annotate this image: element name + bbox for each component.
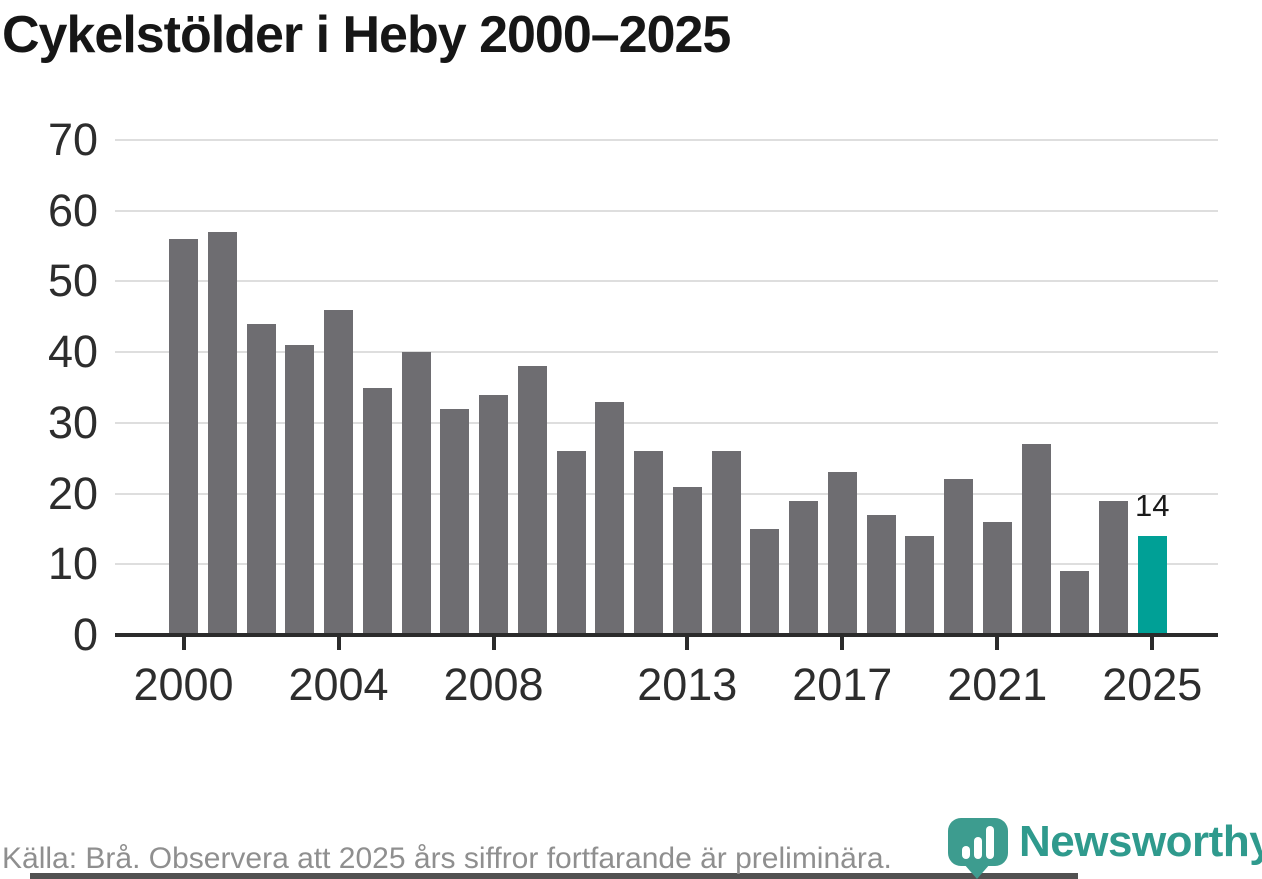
bar-2008	[479, 394, 508, 635]
y-axis-label-10: 10	[47, 538, 98, 590]
icon-bar-short	[962, 846, 970, 859]
gridline-y30	[115, 421, 1218, 424]
gridline-y60	[115, 209, 1218, 212]
bar-2000	[169, 239, 198, 635]
bar-2006	[401, 352, 431, 635]
bar-chart-pin-icon	[948, 818, 1008, 866]
gridline-y20	[115, 492, 1218, 495]
bar-2014	[711, 451, 741, 635]
y-axis-label-60: 60	[47, 184, 98, 236]
bar-2016	[789, 500, 818, 635]
bar-2020	[944, 479, 973, 635]
source-note: Källa: Brå. Observera att 2025 års siffr…	[2, 842, 892, 875]
bar-2025	[1137, 536, 1167, 635]
logo-wordmark: Newsworthy	[1019, 817, 1262, 866]
y-axis-label-30: 30	[47, 396, 98, 448]
bar-2002	[246, 323, 276, 635]
bar-2021	[982, 521, 1012, 635]
x-axis-label-2013: 2013	[637, 659, 738, 710]
gridline-y10	[115, 563, 1218, 566]
gridline-y70	[115, 139, 1218, 141]
x-axis-label-2017: 2017	[792, 659, 893, 710]
x-axis-label-2021: 2021	[947, 659, 1048, 710]
bar-2019	[905, 536, 935, 635]
newsworthy-logo[interactable]: Newsworthy	[948, 816, 1262, 879]
bar-2007	[440, 408, 470, 635]
y-axis-label-0: 0	[72, 609, 98, 660]
bar-value-label: 14	[1135, 488, 1170, 523]
bottom-rule	[30, 873, 1078, 879]
bar-2015	[750, 528, 780, 635]
x-axis-label-2004: 2004	[288, 659, 389, 710]
icon-bar-tall	[986, 826, 994, 859]
y-axis-label-40: 40	[47, 326, 98, 378]
x-tick-2000	[181, 637, 186, 650]
bar-2005	[362, 387, 392, 635]
y-axis-label-50: 50	[47, 255, 98, 307]
icon-bar-medium	[974, 837, 982, 859]
bar-2024	[1099, 500, 1128, 635]
pin-tail	[964, 864, 990, 879]
bar-2009	[517, 366, 547, 635]
x-axis-label-2000: 2000	[133, 659, 234, 710]
bar-2013	[672, 486, 702, 635]
x-tick-2013	[685, 637, 690, 650]
chart-title: Cykelstölder i Heby 2000–2025	[2, 6, 731, 64]
x-tick-2017	[840, 637, 845, 650]
x-tick-2008	[491, 637, 496, 650]
bar-2018	[866, 514, 896, 635]
x-axis-label-2025: 2025	[1102, 659, 1203, 710]
bar-2023	[1060, 571, 1090, 635]
bar-2022	[1021, 444, 1051, 635]
x-tick-2021	[995, 637, 1000, 650]
bar-2017	[827, 472, 857, 635]
x-tick-2004	[336, 637, 341, 650]
bar-2012	[634, 451, 663, 635]
bar-2011	[595, 401, 625, 635]
bar-2003	[285, 345, 315, 635]
bar-2010	[556, 451, 586, 635]
x-axis-label-2008: 2008	[443, 659, 544, 710]
x-tick-2025	[1150, 637, 1155, 650]
y-axis-label-20: 20	[47, 467, 98, 519]
x-axis-line	[115, 633, 1218, 637]
gridline-y50	[115, 280, 1218, 283]
y-axis-label-70: 70	[47, 114, 98, 165]
bar-2004	[324, 309, 353, 635]
gridline-y40	[115, 351, 1218, 354]
bar-2001	[207, 231, 237, 635]
